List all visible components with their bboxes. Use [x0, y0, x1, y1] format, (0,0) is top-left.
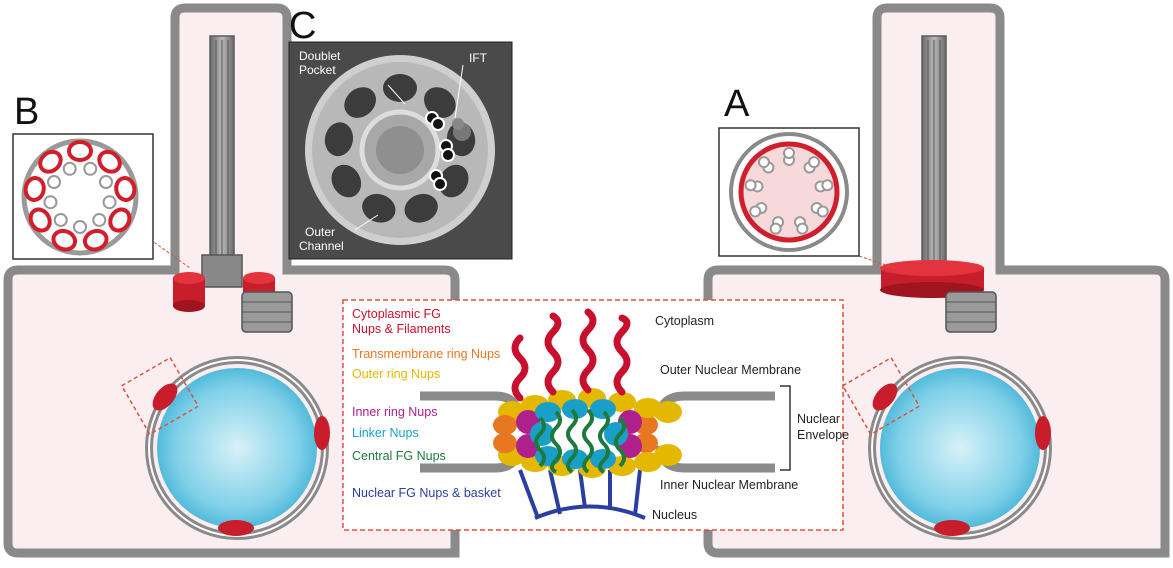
npc-right-2 [1035, 416, 1051, 450]
doublet-ring [28, 207, 52, 233]
central-fg-nups [534, 408, 626, 474]
label-cytoplasmic-fg-2: Nups & Filaments [352, 322, 451, 336]
label-cytoplasm: Cytoplasm [655, 314, 714, 328]
npc-detail: Cytoplasmic FG Nups & Filaments Transmem… [342, 299, 849, 531]
label-outer-membrane: Outer Nuclear Membrane [660, 363, 801, 377]
outer-channel [324, 122, 354, 157]
npc-right-1 [872, 383, 898, 411]
inner-microtubule [102, 195, 117, 210]
outer-channel [383, 74, 417, 102]
microtubule [744, 179, 757, 192]
doublet-ring [114, 176, 137, 202]
zoom-box-right [841, 356, 921, 436]
inner-microtubule [73, 220, 87, 234]
doublet-label-1: Doublet [299, 49, 341, 63]
npc-left-2 [314, 416, 330, 450]
nucleus-right [880, 368, 1040, 528]
npc-left-3 [218, 520, 254, 536]
ift-markers [425, 111, 455, 191]
inner-microtubule [47, 175, 62, 189]
outer-channel [424, 87, 456, 118]
nucleus-left [157, 368, 317, 528]
ift-label: IFT [469, 51, 488, 65]
ciliary-pore-left-a [173, 272, 205, 312]
outer-channel [344, 87, 376, 118]
npc-right-3 [934, 520, 970, 536]
inner-microtubule [83, 161, 98, 176]
label-nuclear-envelope-1: Nuclear [797, 412, 840, 426]
label-nucleus: Nucleus [652, 508, 697, 522]
envelope-bracket [780, 385, 791, 471]
doublet-ring [51, 228, 78, 252]
microtubule [816, 205, 829, 218]
outer-channel-label-1: Outer [305, 225, 335, 239]
outer-channel [404, 193, 438, 223]
nuclear-basket [518, 469, 646, 520]
microtubule [757, 156, 770, 169]
microtubule [783, 147, 795, 159]
basal-body-left [241, 291, 293, 333]
cytoplasmic-filaments [511, 308, 631, 402]
doublet-ring [82, 228, 109, 252]
label-inner-ring: Inner ring Nups [352, 405, 437, 419]
outer-channel-label-2: Channel [299, 239, 344, 253]
doublet-ring [23, 176, 46, 202]
panel-label-c: C [289, 5, 316, 47]
outer-channel [331, 164, 362, 198]
label-central-fg: Central FG Nups [352, 449, 446, 463]
doublet-ring [108, 207, 132, 233]
microtubule [808, 156, 821, 169]
inner-microtubule [62, 161, 77, 176]
inset-b [12, 133, 191, 269]
label-nuclear-envelope-2: Envelope [797, 428, 849, 442]
label-cytoplasmic-fg-1: Cytoplasmic FG [352, 307, 441, 321]
doublet-ring [67, 140, 93, 162]
doublet-ring [97, 149, 122, 174]
outer-channel [438, 164, 469, 198]
npc-left-1 [152, 383, 178, 411]
microtubule [821, 179, 834, 192]
microtubule [769, 222, 782, 235]
outer-channel [362, 193, 396, 223]
label-nuclear-fg: Nuclear FG Nups & basket [352, 486, 501, 500]
zoom-box-left [120, 356, 200, 436]
panel-label-b: B [14, 91, 39, 133]
label-outer-ring: Outer ring Nups [352, 367, 440, 381]
label-transmembrane: Transmembrane ring Nups [352, 347, 500, 361]
microtubule [749, 205, 762, 218]
inner-microtubule [92, 212, 107, 227]
inner-microtubule [98, 175, 113, 189]
inner-microtubule [43, 195, 58, 210]
doublet-label-2: Pocket [299, 63, 336, 77]
inner-microtubule [53, 212, 68, 227]
label-linker: Linker Nups [352, 426, 419, 440]
basal-body-right [945, 291, 997, 333]
micrograph-c: Doublet Pocket IFT Outer Channel [288, 41, 513, 260]
microtubule [796, 222, 809, 235]
panel-label-a: A [724, 83, 750, 125]
label-inner-membrane: Inner Nuclear Membrane [660, 478, 798, 492]
inset-a [718, 127, 896, 269]
doublet-ring [38, 149, 63, 174]
